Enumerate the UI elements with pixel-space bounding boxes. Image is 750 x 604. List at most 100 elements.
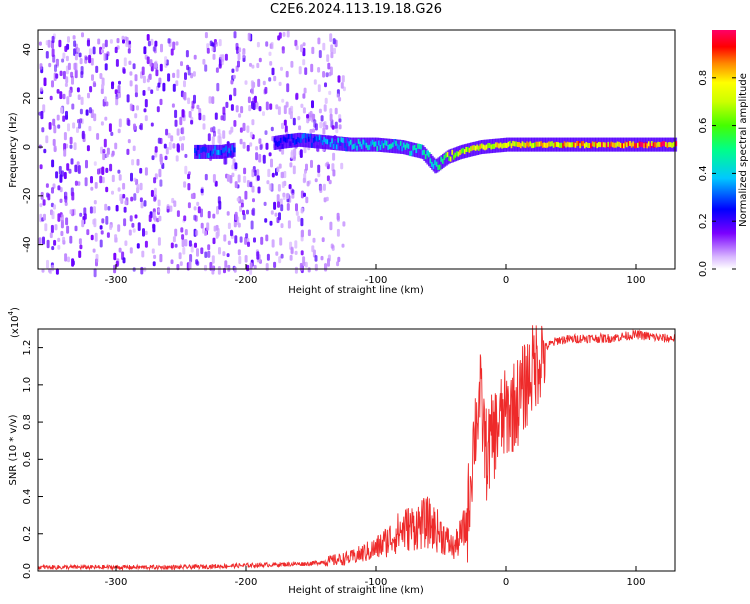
spectrogram-tone-cell [582, 141, 585, 147]
spectrogram-noise-cell [323, 104, 327, 112]
spectrogram-noise-cell [39, 203, 43, 208]
snr-frame [37, 328, 676, 572]
spectrogram-noise-cell [242, 122, 246, 132]
spectrogram-noise-cell [311, 100, 314, 109]
spectrogram-noise-cell [142, 228, 145, 237]
spectrogram-noise-cell [148, 214, 152, 222]
spectrogram-y-tick-label: -40 [22, 236, 33, 252]
spectrogram-tone-cell [640, 142, 643, 147]
spectrogram-noise-cell [80, 96, 84, 105]
spectrogram-tone-halo [206, 144, 210, 159]
spectrogram-tone-cell [663, 141, 667, 147]
spectrogram-tone-cell [609, 143, 612, 149]
spectrogram-noise-cell [249, 131, 253, 138]
spectrogram-noise-cell [175, 155, 179, 162]
spectrogram-noise-cell [246, 125, 250, 133]
spectrogram-noise-cell [143, 46, 147, 55]
spectrogram-noise-cell [280, 253, 284, 259]
spectrogram-noise-cell [52, 138, 56, 146]
spectrogram-noise-cell [204, 32, 208, 39]
spectrogram-tone-cell [410, 150, 414, 156]
spectrogram-noise-cell [324, 97, 328, 104]
spectrogram-noise-cell [194, 242, 197, 248]
spectrogram-noise-cell [142, 75, 146, 84]
spectrogram-tone-cell [584, 143, 587, 149]
spectrogram-noise-cell [278, 81, 282, 86]
spectrogram-noise-cell [43, 148, 47, 154]
spectrogram-tone-halo [418, 144, 422, 159]
spectrogram-tone-cell [555, 141, 559, 147]
spectrogram-noise-cell [255, 102, 259, 110]
spectrogram-noise-cell [61, 58, 65, 63]
spectrogram-noise-cell [129, 103, 133, 111]
spectrogram-noise-cell [74, 62, 78, 72]
spectrogram-noise-cell [139, 167, 143, 174]
spectrogram-noise-cell [89, 206, 93, 214]
spectrogram-tone-cell [493, 143, 497, 149]
spectrogram-noise-cell [200, 222, 204, 229]
spectrogram-y-tick-label: 40 [22, 43, 33, 56]
spectrogram-noise-cell [183, 80, 186, 88]
spectrogram-tone-cell [396, 143, 400, 149]
spectrogram-tone-cell [643, 143, 646, 149]
spectrogram-noise-cell [149, 59, 153, 67]
spectrogram-noise-cell [252, 207, 256, 216]
spectrogram-tone-cell [326, 139, 330, 145]
spectrogram-tone-cell [390, 143, 394, 149]
spectrogram-noise-cell [51, 246, 55, 251]
spectrogram-noise-cell [216, 206, 219, 215]
spectrogram-noise-cell [305, 163, 308, 171]
spectrogram-tone-cell [531, 143, 534, 149]
spectrogram-noise-cell [71, 191, 75, 201]
spectrogram-tone-cell [336, 144, 339, 150]
spectrogram-noise-cell [144, 167, 148, 176]
spectrogram-noise-cell [101, 166, 105, 175]
spectrogram-noise-cell [159, 63, 163, 72]
spectrogram-noise-cell [164, 56, 168, 65]
spectrogram-noise-cell [96, 133, 100, 140]
spectrogram-noise-cell [217, 266, 221, 275]
spectrogram-noise-cell [314, 255, 318, 262]
spectrogram-noise-cell [118, 247, 122, 253]
spectrogram-noise-cell [66, 225, 70, 234]
spectrogram-noise-cell [67, 256, 70, 263]
spectrogram-noise-cell [48, 62, 52, 68]
spectrogram-noise-cell [185, 50, 189, 58]
spectrogram-tone-cell [504, 142, 507, 148]
spectrogram-noise-cell [76, 126, 79, 133]
spectrogram-tone-cell [495, 142, 498, 148]
spectrogram-tone-cell [644, 142, 648, 148]
spectrogram-noise-cell [243, 167, 247, 175]
spectrogram-noise-cell [211, 255, 215, 264]
spectrogram-noise-cell [92, 219, 96, 225]
spectrogram-noise-cell [170, 135, 174, 142]
spectrogram-noise-cell [265, 101, 269, 111]
spectrogram-tone-cell [200, 147, 203, 153]
spectrogram-noise-cell [121, 35, 125, 41]
spectrogram-tone-cell [211, 151, 214, 157]
spectrogram-noise-cell [306, 180, 310, 187]
spectrogram-tone-cell [446, 151, 450, 157]
spectrogram-noise-cell [172, 41, 176, 51]
spectrogram-noise-cell [198, 112, 202, 121]
spectrogram-tone-halo [406, 141, 409, 156]
spectrogram-noise-cell [290, 247, 294, 255]
spectrogram-noise-cell [248, 105, 252, 112]
spectrogram-noise-cell [133, 193, 137, 201]
spectrogram-noise-cell [104, 116, 108, 121]
spectrogram-tone-cell [559, 142, 562, 148]
spectrogram-noise-cell [117, 93, 121, 99]
spectrogram-noise-cell [319, 185, 323, 193]
spectrogram-noise-cell [278, 32, 282, 39]
spectrogram-noise-cell [330, 44, 334, 53]
spectrogram-tone-cell [306, 133, 309, 139]
spectrogram-noise-cell [162, 82, 166, 92]
spectrogram-noise-cell [124, 240, 128, 246]
spectrogram-noise-cell [283, 170, 287, 179]
spectrogram-noise-cell [100, 146, 103, 154]
spectrogram-tone-cell [501, 143, 504, 149]
spectrogram-tone-cell [362, 139, 366, 145]
spectrogram-noise-cell [70, 71, 74, 78]
spectrogram-tone-cell [442, 158, 445, 164]
spectrogram-noise-cell [225, 101, 229, 108]
